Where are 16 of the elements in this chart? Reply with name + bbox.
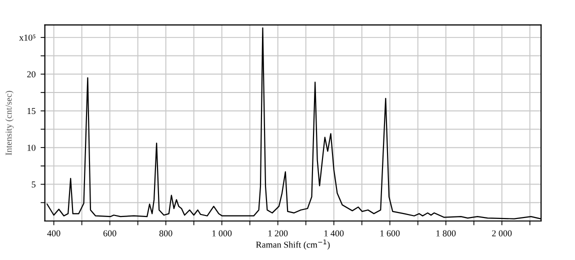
x-tick-label: 1 800 (436, 230, 456, 236)
x-tick-label: 1 000 (212, 230, 232, 236)
y-axis-title: Intensity (cnt/sec) (5, 90, 14, 156)
x-tick-label: 1 200 (268, 230, 288, 236)
x-tick-label: 2 000 (492, 230, 512, 236)
y-tick-label: 15 (28, 108, 36, 114)
x-tick-label: 800 (159, 230, 172, 236)
x-tick-label: 1 600 (380, 230, 400, 236)
y-tick-label: 10 (28, 144, 36, 151)
y-tick-label: 20 (27, 71, 36, 78)
x-axis-title: Raman Shift (cm$^{−1}$) (256, 240, 330, 250)
x-tick-label: 600 (103, 230, 116, 236)
x-tick-label: 1 400 (324, 230, 344, 236)
y-tick-label: x10⁵ (19, 34, 36, 41)
y-tick-label: 5 (32, 182, 36, 188)
x-tick-label: 400 (47, 230, 60, 236)
